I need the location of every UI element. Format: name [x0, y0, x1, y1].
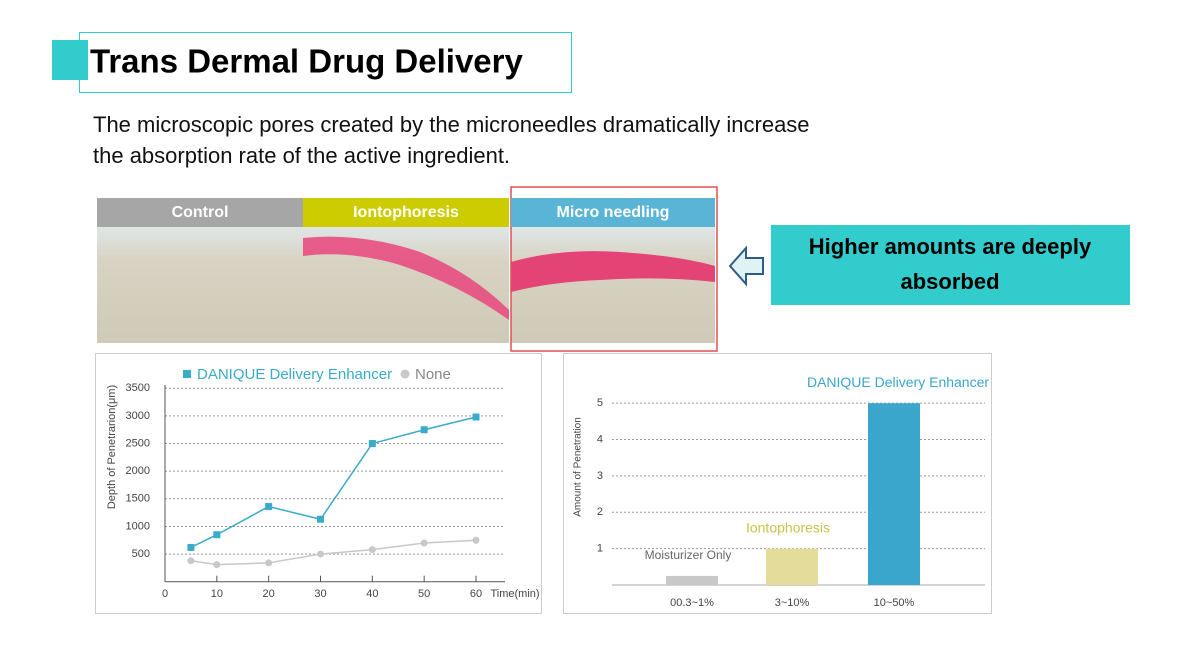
marker — [265, 559, 273, 567]
callout-box — [771, 225, 1130, 305]
dye — [511, 251, 715, 292]
title: Trans Dermal Drug Delivery — [90, 43, 523, 80]
y-axis-label: Depth of Penetrarion(μm) — [106, 385, 118, 509]
bar-annotation: Moisturizer Only — [645, 548, 732, 562]
marker — [472, 413, 480, 421]
marker — [317, 550, 324, 558]
legend-label: None — [415, 366, 451, 383]
marker — [187, 543, 195, 551]
marker — [472, 536, 480, 544]
panel-header — [511, 198, 715, 227]
y-tick-label: 3000 — [126, 410, 150, 422]
y-tick-label: 1000 — [126, 520, 150, 532]
arrow — [728, 245, 764, 287]
x-tick-label: 00.3~1% — [670, 597, 714, 609]
legend-marker — [183, 370, 191, 378]
x-tick-label: 0 — [162, 588, 168, 600]
x-tick-label: 3~10% — [775, 597, 810, 609]
y-tick-label: 3500 — [126, 382, 150, 394]
x-tick-label: 10~50% — [874, 597, 915, 609]
callout-text: Higher amounts are deeply — [809, 234, 1092, 259]
x-tick-label: 50 — [418, 588, 430, 600]
x-tick-label: 20 — [263, 588, 275, 600]
chart-frame — [95, 353, 542, 614]
x-axis-label: Time(min) — [490, 588, 539, 600]
marker — [265, 503, 273, 511]
y-tick-label: 500 — [132, 548, 150, 560]
y-axis-label: Amount of Penetration — [573, 417, 584, 517]
highlight-box — [510, 186, 718, 352]
legend-label: DANIQUE Delivery Enhancer — [197, 366, 392, 383]
title-box — [79, 32, 572, 93]
marker — [317, 515, 324, 523]
legend-marker — [400, 369, 410, 379]
dye — [303, 236, 509, 320]
panel-header — [303, 198, 509, 227]
x-tick-label: 60 — [470, 588, 482, 600]
y-tick-label: 5 — [597, 397, 603, 409]
body-text: The microscopic pores created by the mic… — [93, 112, 810, 137]
marker — [187, 557, 195, 565]
panel-label: Micro needling — [557, 204, 670, 221]
bar-annotation: DANIQUE Delivery Enhancer — [807, 374, 989, 390]
y-tick-label: 1500 — [126, 493, 150, 505]
bar — [868, 403, 920, 585]
callout-text: absorbed — [900, 269, 999, 294]
y-tick-label: 1 — [597, 543, 603, 555]
x-tick-label: 30 — [314, 588, 326, 600]
bar — [666, 575, 718, 585]
y-tick-label: 2500 — [126, 437, 150, 449]
y-tick-label: 3 — [597, 470, 603, 482]
marker — [368, 440, 376, 448]
panel-header — [97, 198, 303, 227]
marker — [213, 561, 221, 569]
bar — [766, 548, 818, 585]
bar-annotation: Iontophoresis — [746, 519, 830, 535]
panel-label: Iontophoresis — [353, 204, 459, 221]
y-tick-label: 2000 — [126, 465, 150, 477]
image-control — [97, 227, 303, 343]
marker — [420, 426, 428, 434]
y-tick-label: 2 — [597, 506, 603, 518]
skin-images — [97, 227, 715, 343]
marker — [368, 546, 376, 554]
y-tick-label: 4 — [597, 433, 603, 445]
marker — [213, 531, 221, 539]
title-accent — [52, 40, 88, 80]
x-tick-label: 10 — [211, 588, 223, 600]
panel-label: Control — [172, 204, 229, 221]
body-text: the absorption rate of the active ingred… — [93, 143, 510, 168]
x-tick-label: 40 — [366, 588, 378, 600]
marker — [420, 539, 428, 547]
